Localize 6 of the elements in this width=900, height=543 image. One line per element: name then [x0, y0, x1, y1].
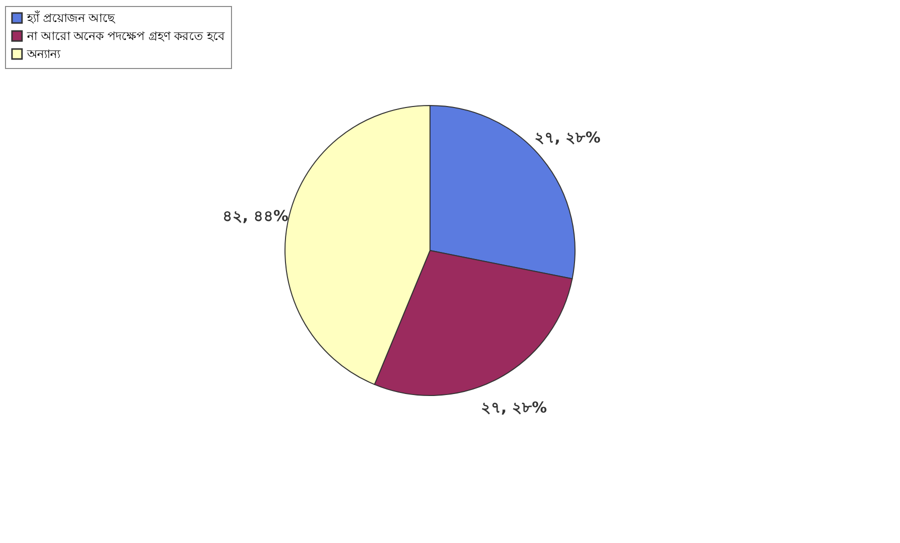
legend-label: অন্যান্য — [26, 47, 61, 61]
legend-label: না আরো অনেক পদক্ষেপ গ্রহণ করতে হবে — [26, 29, 225, 43]
data-label: ২৭, ২৮% — [534, 128, 601, 147]
legend-label: হ্যাঁ প্রয়োজন আছে — [26, 10, 116, 25]
data-label: ৪২, ৪৪% — [222, 206, 288, 225]
data-label: ২৭, ২৮% — [480, 398, 547, 416]
